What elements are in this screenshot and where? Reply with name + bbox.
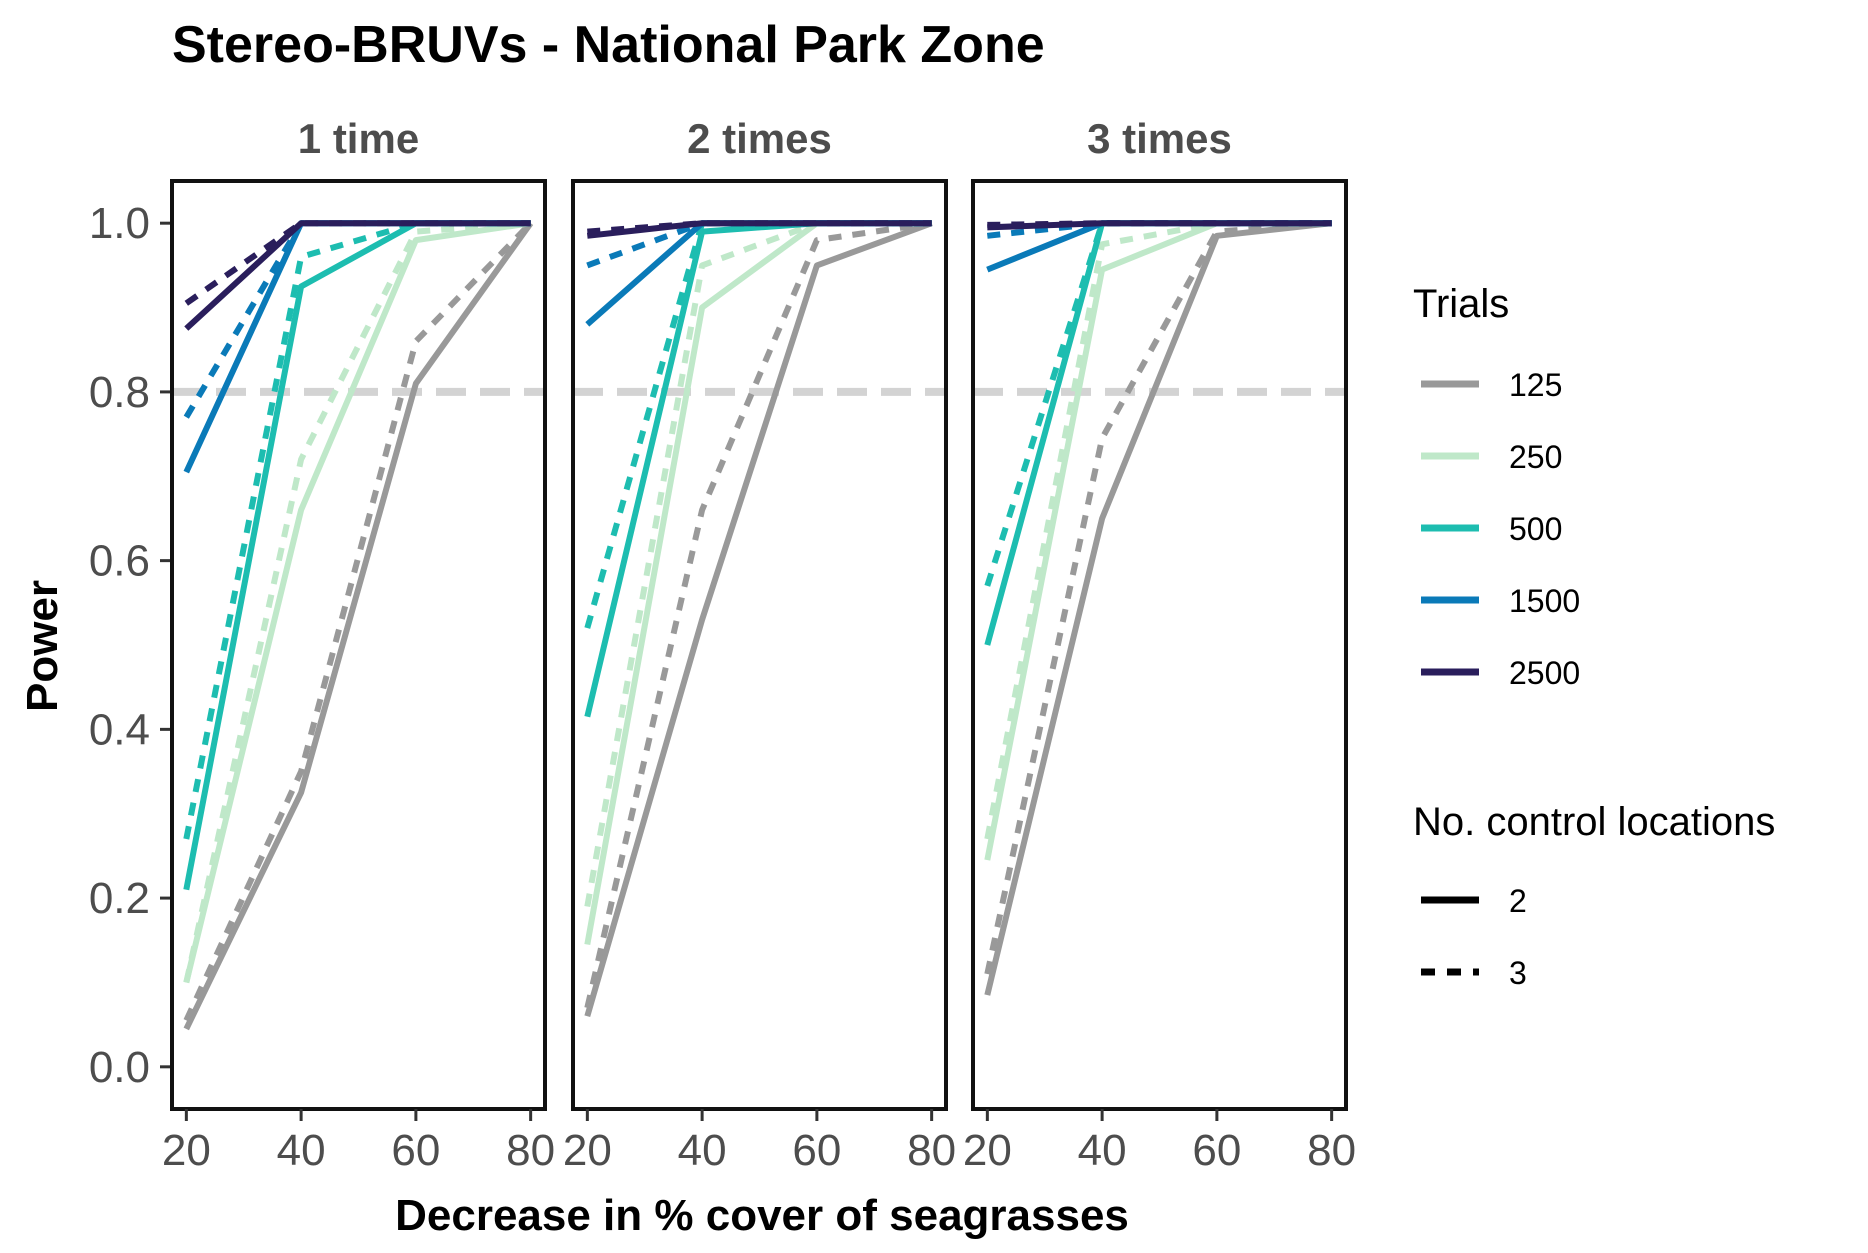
legend-label-controls-3: 3 [1509, 955, 1527, 991]
series-line-trials-125-controls-3 [584, 220, 933, 1009]
legend-title-controls: No. control locations [1413, 800, 1775, 844]
panel-border [571, 179, 948, 1111]
panel-3: 3 times 20 40 60 80 [963, 115, 1356, 1175]
panel-label: 3 times [1087, 115, 1232, 162]
chart-title: Stereo-BRUVs - National Park Zone [172, 16, 1045, 74]
y-tick-label: 0.4 [89, 705, 150, 754]
panel-border [971, 179, 1348, 1111]
legend-label-controls-2: 2 [1509, 883, 1527, 919]
series-line-trials-250-controls-2 [183, 220, 532, 984]
legend-label-trials-2500: 2500 [1509, 655, 1580, 691]
x-tick-label: 80 [907, 1126, 956, 1175]
legend: Trials 125 250 500 1500 2500 No. control locat… [1413, 282, 1775, 991]
series-lines [183, 220, 534, 1031]
legend-label-trials-125: 125 [1509, 367, 1562, 403]
x-tick-label: 60 [792, 1126, 841, 1175]
x-tick-label: 80 [506, 1126, 555, 1175]
series-line-trials-250-controls-3 [183, 220, 531, 984]
x-tick-label: 40 [277, 1126, 326, 1175]
panel-label: 1 time [298, 115, 419, 162]
legend-label-trials-1500: 1500 [1509, 583, 1580, 619]
series-lines [584, 220, 933, 1018]
x-tick-label: 20 [162, 1126, 211, 1175]
series-line-trials-125-controls-3 [183, 221, 533, 1022]
legend-label-trials-250: 250 [1509, 439, 1562, 475]
x-tick-label: 80 [1307, 1126, 1356, 1175]
y-tick-label: 0.2 [89, 874, 150, 923]
series-line-trials-125-controls-2 [584, 220, 933, 1018]
x-tick-label: 20 [963, 1126, 1012, 1175]
x-tick-label: 60 [1192, 1126, 1241, 1175]
legend-label-trials-500: 500 [1509, 511, 1562, 547]
panel-1: 1 time 20 40 60 80 [162, 115, 555, 1175]
x-tick-label: 40 [678, 1126, 727, 1175]
x-axis-label: Decrease in % cover of seagrasses [395, 1191, 1129, 1240]
panel-label: 2 times [687, 115, 832, 162]
x-tick-label: 40 [1078, 1126, 1127, 1175]
series-line-trials-2500-controls-3 [184, 220, 531, 306]
series-line-trials-125-controls-3 [984, 220, 1332, 975]
panel-2: 2 times 20 40 60 80 [563, 115, 956, 1175]
panel-border [170, 179, 547, 1111]
legend-title-trials: Trials [1413, 282, 1509, 326]
series-line-trials-125-controls-2 [183, 221, 534, 1031]
x-tick-label: 60 [391, 1126, 440, 1175]
series-line-trials-2500-controls-3 [987, 220, 1332, 228]
y-tick-label: 0.6 [89, 537, 150, 586]
y-tick-label: 0.0 [89, 1043, 150, 1092]
y-axis: 0.0 0.2 0.4 0.6 0.8 1.0 [89, 199, 172, 1092]
series-lines [984, 220, 1333, 996]
x-tick-label: 20 [563, 1126, 612, 1175]
y-axis-label: Power [18, 580, 67, 712]
y-tick-label: 0.8 [89, 368, 150, 417]
series-line-trials-2500-controls-3 [587, 220, 932, 235]
y-tick-label: 1.0 [89, 199, 150, 248]
